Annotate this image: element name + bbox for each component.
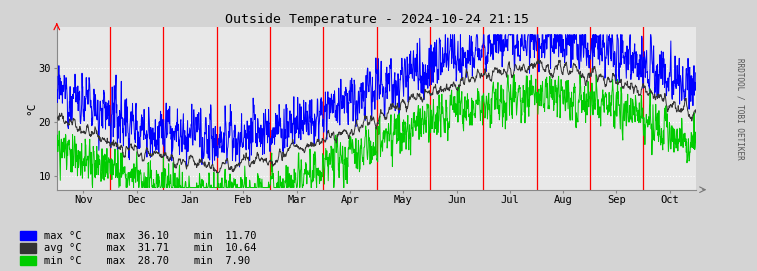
Text: RRDTOOL / TOBI OETIKER: RRDTOOL / TOBI OETIKER: [736, 57, 745, 159]
Legend: max °C    max  36.10    min  11.70, avg °C    max  31.71    min  10.64, min °C  : max °C max 36.10 min 11.70, avg °C max 3…: [20, 231, 257, 266]
Title: Outside Temperature - 2024-10-24 21:15: Outside Temperature - 2024-10-24 21:15: [225, 13, 528, 26]
Y-axis label: °C: °C: [26, 102, 36, 115]
